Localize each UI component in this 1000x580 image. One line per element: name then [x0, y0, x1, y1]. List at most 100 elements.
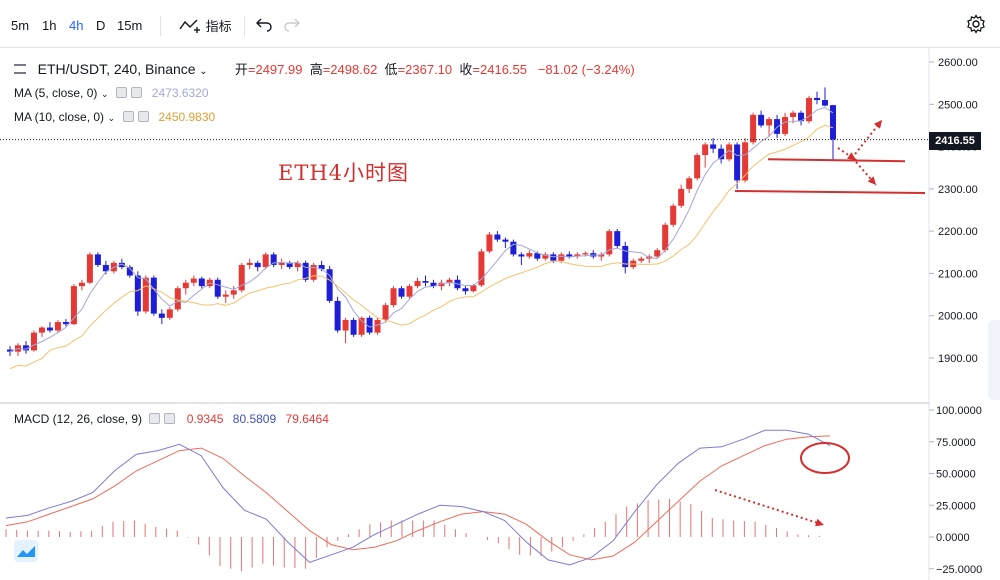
candle-body	[606, 231, 613, 255]
high-label: 高	[309, 62, 323, 77]
close-value: =2416.55	[472, 62, 527, 77]
indicators-button[interactable]: 指标	[178, 16, 232, 35]
candle-body	[318, 264, 325, 270]
macd-label[interactable]: MACD (12, 26, close, 9)	[14, 412, 143, 426]
support-line-2	[734, 189, 926, 194]
interval-1h[interactable]: 1h	[42, 18, 57, 33]
indicators-icon	[179, 19, 200, 33]
candle-body	[158, 313, 165, 318]
price-tick-label: 2000.00	[938, 311, 978, 323]
top-toolbar: 5m 1h 4h D 15m 指标	[0, 0, 1000, 48]
low-label: 低	[384, 62, 398, 77]
ma5-value: 2473.6320	[151, 86, 209, 100]
candle-body	[118, 262, 125, 268]
close-icon[interactable]	[137, 111, 149, 122]
candle-body	[566, 254, 573, 257]
candle-body	[622, 245, 629, 268]
arrow-to-support-head	[847, 152, 856, 160]
price-tick-label: 2600.00	[938, 57, 978, 69]
candle-body	[814, 97, 821, 101]
eye-icon[interactable]	[149, 413, 161, 424]
tradingview-logo-icon[interactable]	[14, 540, 38, 562]
macd-tick-label: 75.0000	[936, 437, 976, 449]
indicators-label: 指标	[205, 19, 232, 34]
macd-signal-value: 79.6464	[285, 412, 329, 426]
chevron-down-icon[interactable]: ⌄	[199, 66, 208, 77]
macd-tick-label: 25.0000	[936, 500, 976, 512]
chevron-down-icon[interactable]: ⌄	[101, 89, 109, 99]
candle-body	[326, 269, 333, 301]
candle-body	[302, 262, 309, 280]
symbol-label[interactable]: ETH/USDT, 240, Binance	[37, 61, 196, 77]
candle-body	[286, 262, 293, 268]
close-icon[interactable]	[164, 413, 176, 424]
candle-body	[262, 254, 269, 268]
candle-body	[54, 322, 61, 331]
candle-body	[22, 345, 29, 351]
arrow-to-support	[837, 147, 857, 161]
candle-body	[470, 285, 477, 292]
settings-button[interactable]	[966, 14, 986, 39]
ma10-value: 2450.9830	[158, 110, 216, 124]
candle-body	[198, 278, 205, 287]
macd-divergence-arrow-head	[815, 518, 824, 527]
candle-body	[294, 262, 301, 268]
close-label: 收	[459, 62, 473, 77]
candle-body	[614, 231, 621, 246]
candle-body	[446, 279, 453, 283]
candle-body	[142, 277, 149, 312]
candle-body	[462, 288, 469, 292]
macd-tick-label: 0.0000	[936, 532, 970, 544]
candle-body	[190, 278, 197, 283]
interval-5m[interactable]: 5m	[11, 18, 30, 33]
candle-body	[150, 277, 157, 314]
candle-body	[558, 254, 565, 261]
candle-body	[366, 317, 373, 333]
candle-body	[766, 119, 773, 126]
candle-body	[438, 282, 445, 287]
candle-body	[758, 114, 765, 126]
redo-icon	[284, 18, 300, 32]
close-icon[interactable]	[131, 87, 143, 98]
candle-body	[734, 144, 741, 181]
macd-tick-label: 50.0000	[936, 469, 976, 481]
candle-body	[278, 262, 285, 265]
candle-body	[542, 254, 549, 259]
undo-button[interactable]	[255, 16, 273, 35]
interval-15m[interactable]: 15m	[117, 18, 143, 33]
candle-body	[478, 251, 485, 286]
chart-annotation: ETH4小时图	[278, 161, 410, 185]
candle-body	[806, 97, 813, 122]
interval-d[interactable]: D	[96, 18, 106, 33]
candle-body	[582, 253, 589, 255]
candle-body	[62, 322, 69, 325]
eye-icon[interactable]	[116, 87, 128, 98]
high-value: =2498.62	[322, 62, 378, 77]
candle-body	[46, 327, 53, 331]
candle-body	[534, 253, 541, 259]
interval-4h[interactable]: 4h	[69, 18, 84, 33]
candle-body	[798, 112, 805, 122]
price-tick-label: 2500.00	[938, 99, 978, 111]
ma5-label[interactable]: MA (5, close, 0)	[14, 86, 98, 100]
candle-body	[182, 282, 189, 289]
candle-body	[70, 286, 77, 325]
macd-line-value: 80.5809	[232, 412, 277, 426]
macd-tick-label: 100.0000	[936, 405, 982, 417]
symbol-legend: ETH/USDT, 240, Binance ⌄ 开=2497.99 高=249…	[14, 59, 635, 78]
scroll-right-handle[interactable]	[988, 320, 1000, 400]
chevron-down-icon[interactable]: ⌄	[107, 113, 116, 123]
candle-body	[510, 241, 517, 255]
candle-body	[38, 327, 45, 333]
toolbar-divider	[160, 16, 161, 36]
candle-body	[374, 319, 381, 333]
ma10-label[interactable]: MA (10, close, 0)	[14, 110, 105, 124]
gear-icon	[967, 14, 985, 34]
candle-body	[358, 317, 365, 335]
candle-body	[414, 281, 421, 287]
candle-body	[134, 275, 141, 312]
candle-body	[726, 144, 733, 160]
eye-icon[interactable]	[122, 111, 134, 122]
open-label: 开	[234, 62, 248, 77]
redo-button[interactable]	[283, 16, 301, 35]
